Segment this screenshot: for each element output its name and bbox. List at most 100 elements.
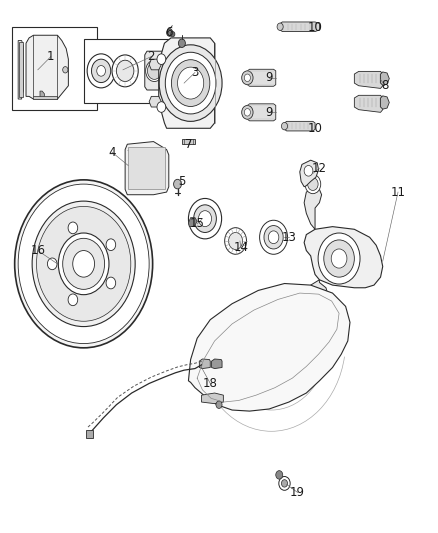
Circle shape	[225, 228, 247, 254]
Polygon shape	[300, 160, 318, 187]
Polygon shape	[159, 38, 215, 128]
Circle shape	[313, 291, 325, 306]
Text: 10: 10	[307, 122, 322, 135]
Bar	[86, 430, 93, 438]
Circle shape	[146, 60, 163, 82]
Circle shape	[244, 74, 251, 82]
Polygon shape	[125, 142, 169, 195]
Text: 11: 11	[391, 185, 406, 199]
Text: 6: 6	[165, 26, 173, 39]
Text: 18: 18	[203, 377, 218, 390]
Circle shape	[18, 184, 149, 344]
Circle shape	[198, 211, 212, 227]
Polygon shape	[381, 72, 389, 85]
Polygon shape	[354, 95, 383, 112]
Text: 15: 15	[190, 217, 205, 230]
Circle shape	[307, 177, 318, 190]
Circle shape	[194, 205, 216, 232]
Text: 2: 2	[148, 50, 155, 63]
Circle shape	[279, 477, 290, 490]
Text: 19: 19	[290, 486, 305, 499]
Circle shape	[276, 471, 283, 479]
Circle shape	[188, 198, 222, 239]
Circle shape	[14, 180, 152, 348]
Circle shape	[331, 249, 347, 268]
Polygon shape	[304, 187, 321, 229]
Text: 13: 13	[282, 231, 296, 244]
Circle shape	[229, 232, 243, 249]
Circle shape	[277, 23, 283, 30]
Circle shape	[318, 233, 360, 284]
Circle shape	[97, 66, 106, 76]
Circle shape	[63, 238, 105, 289]
Circle shape	[159, 45, 222, 122]
Polygon shape	[311, 280, 328, 300]
Circle shape	[106, 239, 116, 251]
Polygon shape	[33, 96, 57, 99]
Circle shape	[171, 60, 210, 107]
Circle shape	[166, 29, 173, 36]
Text: 14: 14	[233, 241, 248, 254]
Circle shape	[305, 174, 321, 193]
Circle shape	[36, 206, 131, 321]
Text: 9: 9	[265, 71, 273, 84]
Circle shape	[282, 123, 288, 130]
Polygon shape	[149, 59, 161, 70]
Circle shape	[58, 233, 109, 295]
Polygon shape	[354, 71, 383, 88]
Circle shape	[117, 60, 134, 82]
Circle shape	[268, 231, 279, 244]
Circle shape	[63, 67, 68, 73]
Text: 10: 10	[307, 21, 322, 34]
Circle shape	[260, 220, 288, 254]
Polygon shape	[188, 217, 197, 227]
Circle shape	[178, 39, 185, 47]
Polygon shape	[381, 96, 389, 109]
Text: 8: 8	[381, 79, 389, 92]
Circle shape	[106, 277, 116, 289]
Circle shape	[304, 165, 313, 176]
Text: 1: 1	[47, 50, 55, 63]
Text: 9: 9	[265, 106, 273, 119]
Polygon shape	[26, 35, 68, 99]
Circle shape	[165, 52, 216, 114]
Polygon shape	[149, 96, 161, 107]
Circle shape	[242, 71, 253, 85]
Circle shape	[73, 251, 95, 277]
Polygon shape	[212, 359, 222, 368]
Circle shape	[148, 62, 161, 79]
Polygon shape	[145, 51, 164, 90]
Polygon shape	[201, 393, 223, 403]
Polygon shape	[304, 227, 383, 288]
Polygon shape	[188, 284, 350, 411]
Circle shape	[68, 294, 78, 305]
Text: 3: 3	[191, 66, 199, 79]
Circle shape	[170, 31, 175, 37]
Polygon shape	[280, 22, 319, 31]
Polygon shape	[285, 122, 315, 131]
Polygon shape	[247, 104, 276, 121]
Bar	[12, 27, 97, 110]
Text: 5: 5	[178, 175, 186, 188]
Circle shape	[216, 401, 222, 408]
Circle shape	[173, 179, 181, 189]
Circle shape	[244, 109, 251, 116]
Circle shape	[157, 54, 166, 64]
Circle shape	[92, 59, 111, 83]
Text: 16: 16	[30, 244, 45, 257]
Polygon shape	[247, 69, 276, 86]
Circle shape	[177, 67, 204, 99]
Circle shape	[324, 240, 354, 277]
Circle shape	[87, 54, 115, 88]
Polygon shape	[18, 41, 23, 99]
Polygon shape	[182, 139, 195, 144]
Circle shape	[112, 55, 138, 87]
Bar	[84, 39, 175, 103]
Polygon shape	[40, 91, 44, 99]
Circle shape	[282, 480, 288, 487]
Polygon shape	[19, 42, 22, 98]
Text: 7: 7	[185, 138, 192, 151]
Circle shape	[157, 102, 166, 112]
Circle shape	[242, 106, 253, 119]
Circle shape	[68, 222, 78, 234]
